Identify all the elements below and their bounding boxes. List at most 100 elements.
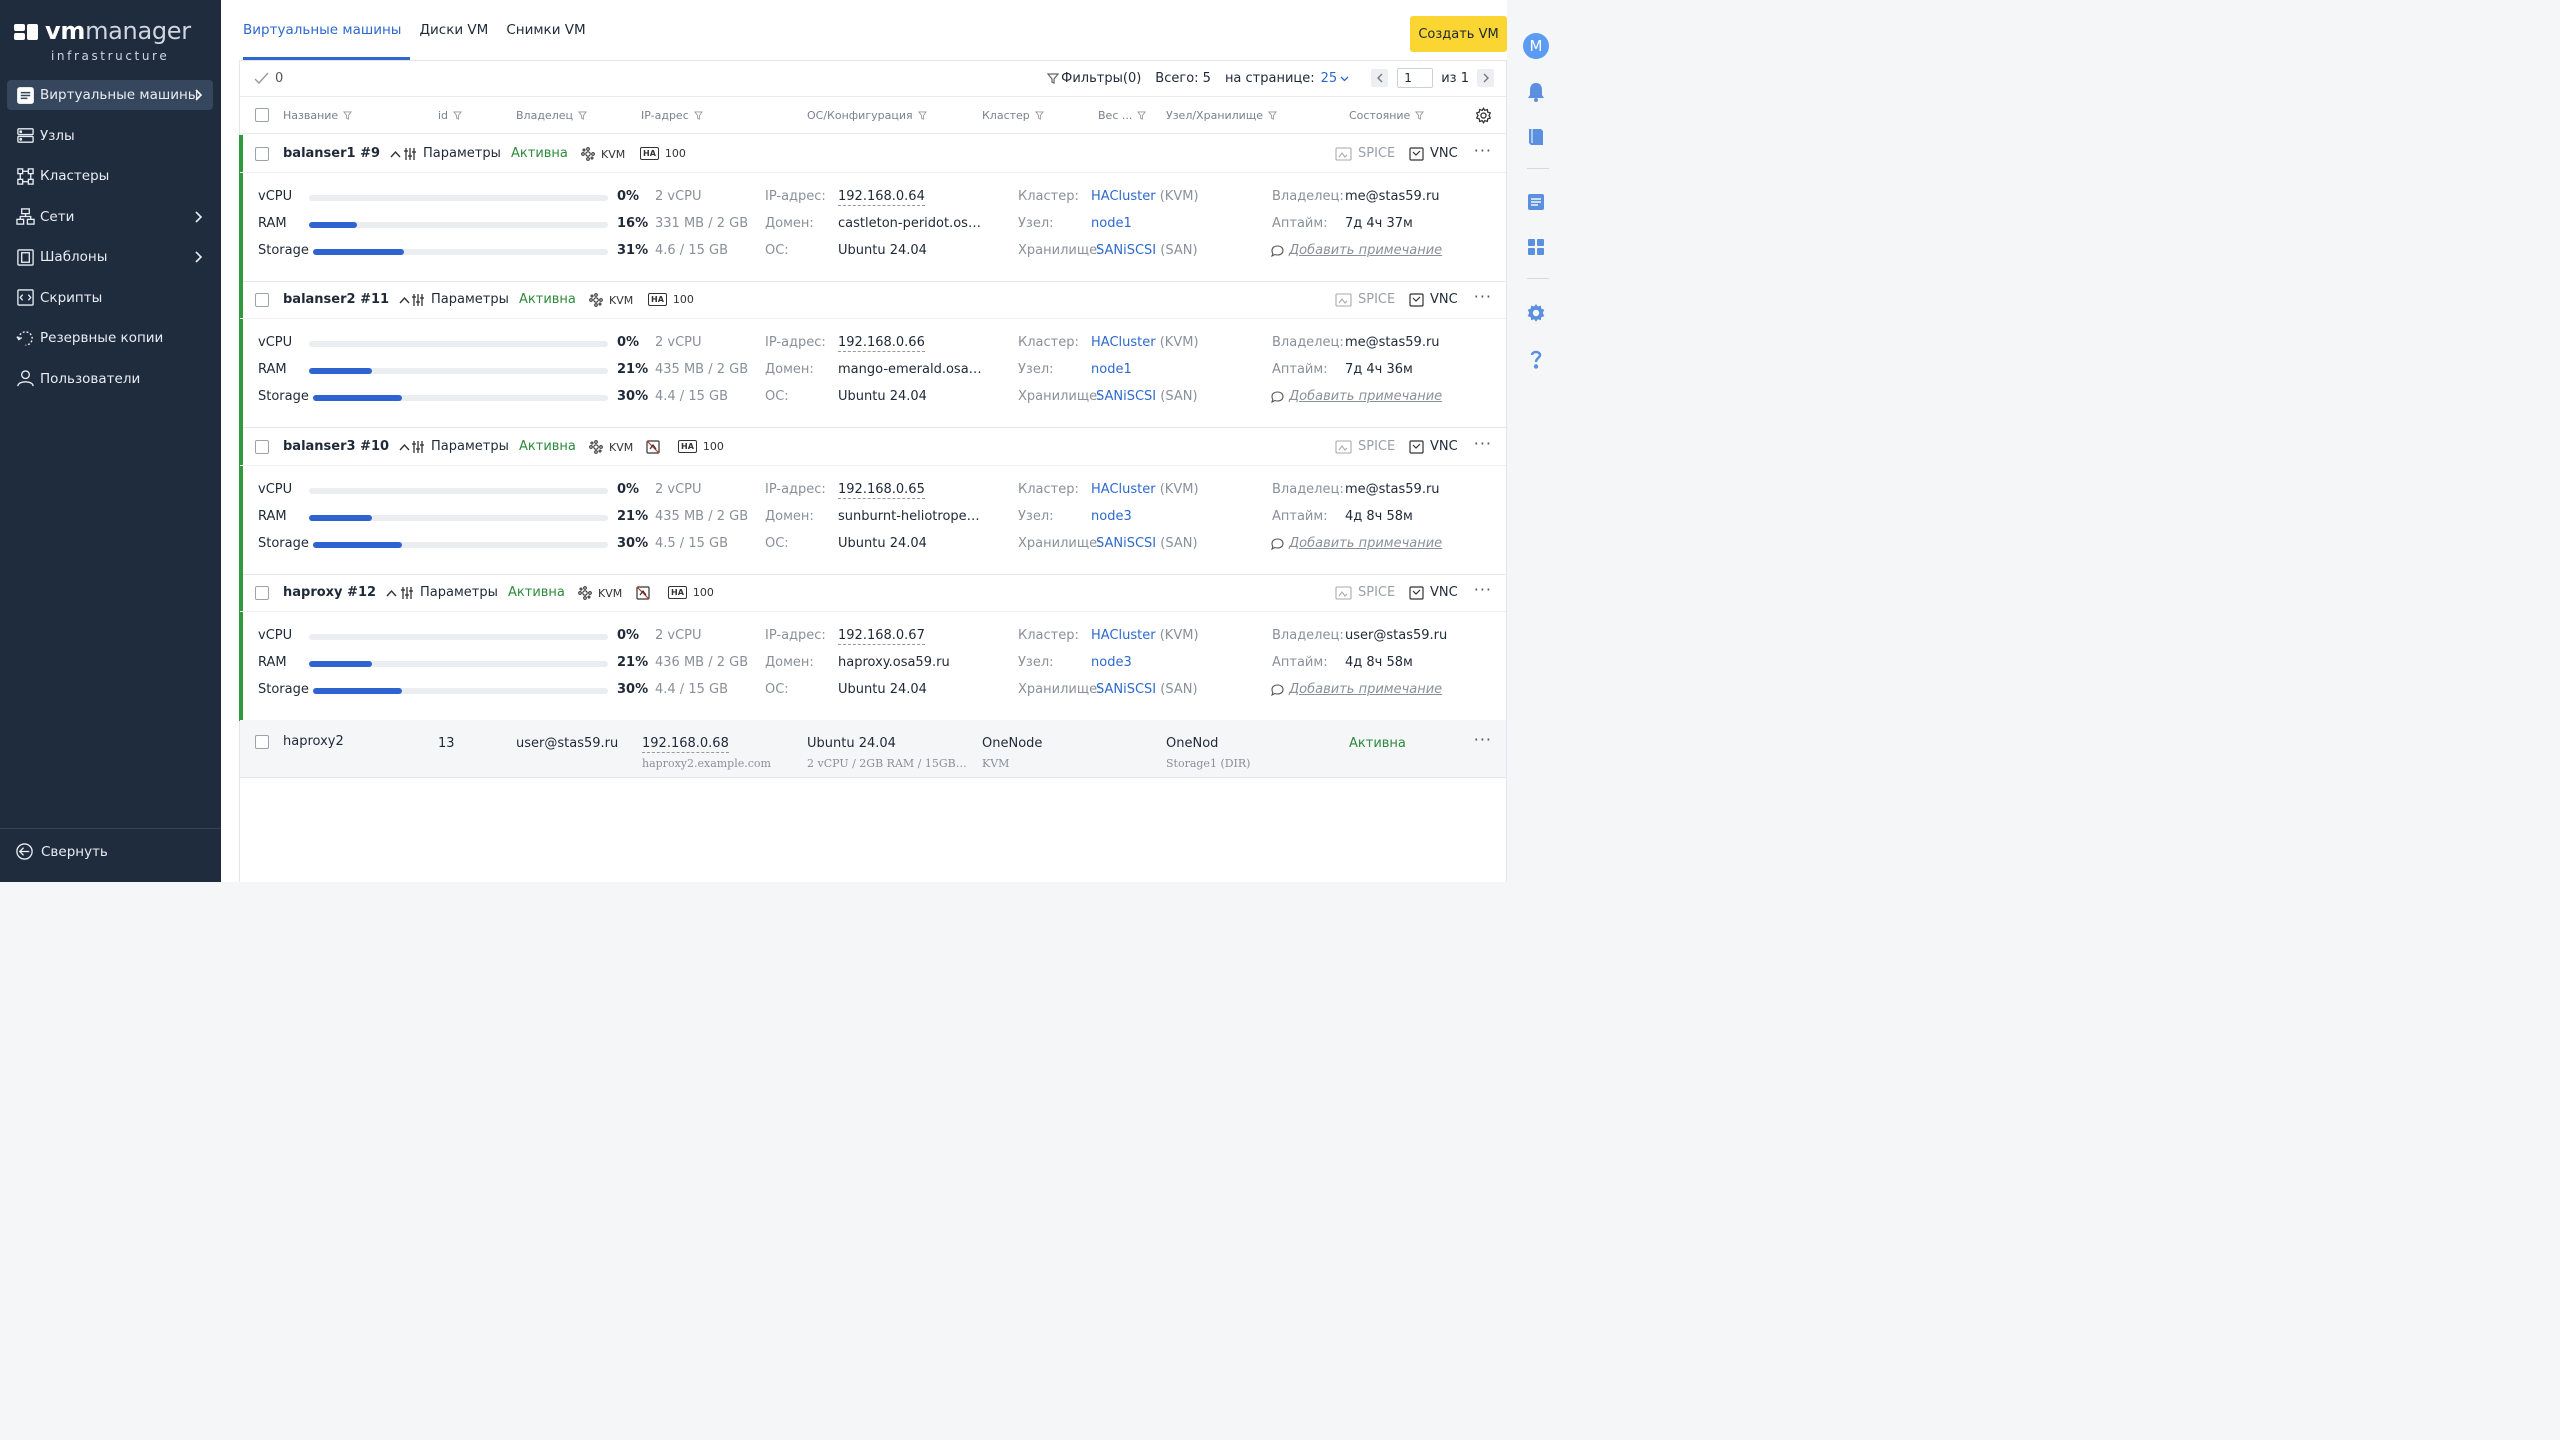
tab-vm-snapshots[interactable]: Снимки VM [506, 22, 586, 38]
add-note-label: Добавить примечание [1289, 389, 1443, 404]
sidebar-item-virtual-machines[interactable]: Виртуальные машины [7, 80, 213, 110]
node-link[interactable]: node3 [1091, 655, 1132, 670]
grid-icon[interactable] [1525, 236, 1547, 258]
row-menu-button[interactable]: ··· [1473, 141, 1492, 160]
sidebar-item-networks[interactable]: Сети [7, 202, 213, 232]
add-note-link[interactable]: Добавить примечание [1271, 389, 1442, 404]
cluster-link[interactable]: HACluster [1091, 335, 1156, 350]
node-link[interactable]: node1 [1091, 362, 1132, 377]
spice-button[interactable]: SPICE [1335, 439, 1395, 454]
uptime-label: Аптайм: [1272, 655, 1328, 670]
vm-name-toggle[interactable]: balanser1 #9 [283, 146, 401, 161]
vm-name-toggle[interactable]: balanser3 #10 [283, 439, 410, 454]
row-checkbox[interactable] [255, 147, 269, 161]
add-note-link[interactable]: Добавить примечание [1271, 682, 1442, 697]
column-id[interactable]: id [438, 109, 463, 122]
ip-address[interactable]: 192.168.0.65 [838, 482, 925, 499]
sidebar-item-users[interactable]: Пользователи [7, 364, 213, 394]
ip-address[interactable]: 192.168.0.66 [838, 335, 925, 352]
storage-usage-bar [313, 395, 608, 401]
vnc-button[interactable]: VNC [1409, 585, 1458, 600]
filters-button[interactable]: Фильтры(0) [1047, 71, 1141, 86]
ip-address[interactable]: 192.168.0.67 [838, 628, 925, 645]
cluster-link[interactable]: HACluster [1091, 628, 1156, 643]
column-state[interactable]: Состояние [1349, 109, 1425, 122]
params-button[interactable]: Параметры [400, 585, 498, 600]
add-note-link[interactable]: Добавить примечание [1271, 536, 1442, 551]
row-menu-button[interactable]: ··· [1473, 434, 1492, 453]
logo[interactable]: vmmanager infrastructure [14, 17, 204, 68]
cluster-link[interactable]: HACluster [1091, 482, 1156, 497]
book-icon[interactable] [1525, 126, 1547, 148]
column-ip[interactable]: IP-адрес [641, 109, 703, 122]
row-checkbox[interactable] [255, 293, 269, 307]
ram-percent: 21% [617, 362, 649, 377]
column-settings-gear-icon[interactable] [1475, 107, 1492, 124]
row-checkbox[interactable] [255, 440, 269, 454]
spice-button[interactable]: SPICE [1335, 585, 1395, 600]
vm-name-link[interactable]: haproxy2 [283, 734, 344, 749]
ram-label: RAM [258, 362, 287, 377]
help-icon[interactable] [1525, 348, 1547, 370]
create-vm-button[interactable]: Создать VM [1410, 16, 1507, 52]
list-icon[interactable] [1525, 191, 1547, 213]
filter-icon [693, 111, 703, 120]
node-link[interactable]: node3 [1091, 509, 1132, 524]
params-button[interactable]: Параметры [411, 292, 509, 307]
domain-value: mango-emerald.osa59.ru [838, 362, 983, 377]
vm-ip[interactable]: 192.168.0.68 [642, 736, 729, 753]
vm-name-toggle[interactable]: haproxy #12 [283, 585, 397, 600]
vm-cluster-link[interactable]: OneNode [982, 736, 1043, 751]
row-menu-button[interactable]: ··· [1473, 287, 1492, 306]
column-name[interactable]: Название [283, 109, 353, 122]
gear-icon[interactable] [1525, 302, 1547, 324]
page-input[interactable] [1397, 68, 1434, 88]
sidebar-item-clusters[interactable]: Кластеры [7, 161, 213, 191]
storage-pool-link[interactable]: SANiSCSI [1096, 682, 1157, 697]
storage-pool-link[interactable]: SANiSCSI [1096, 536, 1157, 551]
row-checkbox[interactable] [255, 735, 269, 749]
chevron-left-icon [1376, 73, 1383, 83]
vnc-button[interactable]: VNC [1409, 292, 1458, 307]
node-link[interactable]: node1 [1091, 216, 1132, 231]
column-weight[interactable]: Вес ... [1098, 109, 1147, 122]
sidebar-item-nodes[interactable]: Узлы [7, 121, 213, 151]
prev-page-button[interactable] [1371, 69, 1389, 87]
sidebar-item-backups[interactable]: Резервные копии [7, 323, 213, 353]
spice-button[interactable]: SPICE [1335, 146, 1395, 161]
ip-address[interactable]: 192.168.0.64 [838, 189, 925, 206]
storage-pool-link[interactable]: SANiSCSI [1096, 389, 1157, 404]
column-cluster[interactable]: Кластер [982, 109, 1044, 122]
per-page-select[interactable]: 25 [1321, 71, 1350, 86]
cluster-label: Кластер: [1018, 335, 1079, 350]
vnc-button[interactable]: VNC [1409, 146, 1458, 161]
tab-vm-disks[interactable]: Диски VM [419, 22, 489, 38]
table-row[interactable]: haproxy2 13 user@stas59.ru 192.168.0.68 … [240, 720, 1506, 778]
uptime-value: 7д 4ч 36м [1345, 362, 1413, 377]
select-all-checkbox[interactable] [255, 108, 269, 122]
next-page-button[interactable] [1477, 69, 1494, 87]
add-note-link[interactable]: Добавить примечание [1271, 243, 1442, 258]
sidebar-item-templates[interactable]: Шаблоны [7, 242, 213, 272]
storage-row: Storage 30% 4.4 / 15 GB [240, 682, 1506, 702]
sidebar-item-scripts[interactable]: Скрипты [7, 283, 213, 313]
bell-icon[interactable] [1525, 81, 1547, 103]
row-menu-button[interactable]: ··· [1473, 730, 1492, 749]
vm-node-link[interactable]: OneNod [1166, 736, 1219, 751]
vm-name-toggle[interactable]: balanser2 #11 [283, 292, 410, 307]
params-button[interactable]: Параметры [403, 146, 501, 161]
collapse-sidebar-button[interactable]: Свернуть [15, 842, 108, 861]
avatar[interactable]: M [1523, 33, 1549, 59]
column-os-config[interactable]: ОС/Конфигурация [807, 109, 927, 122]
cluster-link[interactable]: HACluster [1091, 189, 1156, 204]
spice-button[interactable]: SPICE [1335, 292, 1395, 307]
vnc-button[interactable]: VNC [1409, 439, 1458, 454]
params-button[interactable]: Параметры [411, 439, 509, 454]
vm-id: 13 [438, 736, 455, 751]
row-menu-button[interactable]: ··· [1473, 580, 1492, 599]
row-checkbox[interactable] [255, 586, 269, 600]
column-node-storage[interactable]: Узел/Хранилище [1166, 109, 1277, 122]
tab-virtual-machines[interactable]: Виртуальные машины [243, 0, 411, 60]
storage-pool-link[interactable]: SANiSCSI [1096, 243, 1157, 258]
column-owner[interactable]: Владелец [516, 109, 587, 122]
